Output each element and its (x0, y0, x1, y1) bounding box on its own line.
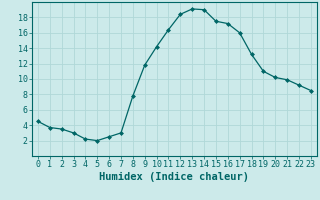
X-axis label: Humidex (Indice chaleur): Humidex (Indice chaleur) (100, 172, 249, 182)
